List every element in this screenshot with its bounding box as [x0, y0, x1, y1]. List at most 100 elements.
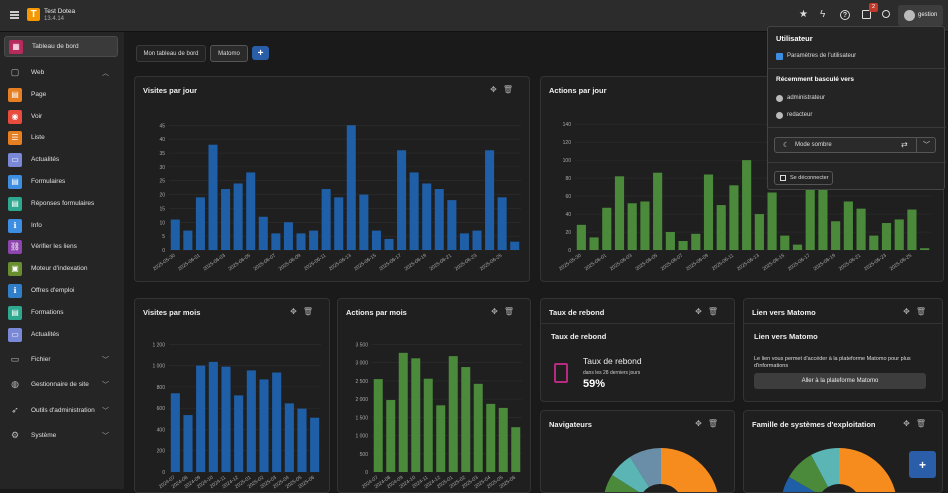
menu-toggle-icon[interactable] — [10, 11, 19, 19]
sidebar-item-form-responses[interactable]: ▤ Réponses formulaires — [4, 193, 118, 214]
bar — [272, 372, 282, 472]
moon-icon: ☾ — [783, 142, 790, 149]
sidebar-item-trainings[interactable]: ▤ Formations — [4, 302, 118, 323]
sidebar-group-site-management[interactable]: ◍ Gestionnaire de site ﹀ — [4, 374, 118, 395]
move-icon[interactable]: ✥ — [695, 307, 708, 316]
sidebar-group-file[interactable]: ▭ Fichier ﹀ — [4, 349, 118, 370]
x-tick-label: 2025-06-01 — [584, 253, 609, 273]
indexing-icon: ▣ — [8, 261, 22, 276]
add-widget-button[interactable]: + — [909, 451, 936, 478]
move-icon[interactable]: ✥ — [290, 307, 303, 316]
add-dashboard-button[interactable]: + — [252, 46, 269, 60]
trash-icon[interactable]: 🗑 — [707, 419, 724, 428]
bar — [447, 200, 457, 250]
logout-button[interactable]: Se déconnecter — [774, 171, 833, 185]
bar — [310, 417, 320, 472]
sidebar-item-jobs[interactable]: ℹ Offres d'emploi — [4, 280, 118, 301]
trash-icon[interactable]: 🗑 — [503, 307, 520, 316]
user-settings-icon — [776, 52, 783, 60]
bar — [296, 233, 306, 250]
y-tick-label: 15 — [159, 206, 165, 212]
bar — [409, 172, 419, 250]
sidebar-item-indexing[interactable]: ▣ Moteur d'indexation — [4, 258, 118, 279]
sidebar-group-web[interactable]: ▢ Web ︿ — [4, 62, 118, 83]
notification-badge: 2 — [869, 3, 878, 12]
pie-slice — [612, 457, 649, 492]
go-to-matomo-button[interactable]: Aller à la plateforme Matomo — [754, 373, 926, 389]
move-icon[interactable]: ✥ — [903, 419, 916, 428]
trash-icon[interactable]: 🗑 — [915, 419, 932, 428]
tab-matomo[interactable]: Matomo — [210, 45, 248, 62]
sidebar-item-page[interactable]: ▤ Page — [4, 84, 118, 105]
move-icon[interactable]: ✥ — [695, 419, 708, 428]
move-icon[interactable]: ✥ — [491, 307, 504, 316]
user-menu-button[interactable]: gestion — [898, 5, 943, 26]
page-icon: ▤ — [8, 87, 22, 102]
gear-icon: ⚙ — [10, 430, 20, 440]
bar — [334, 197, 344, 250]
bar — [473, 383, 483, 472]
widget-title: Visites par jour — [143, 86, 198, 95]
bar — [485, 150, 495, 250]
sidebar-group-system[interactable]: ⚙ Système ﹀ — [4, 425, 118, 446]
sidebar-item-list[interactable]: ☰ Liste — [4, 127, 118, 148]
sidebar-item-label: Offres d'emploi — [31, 287, 75, 294]
trash-icon[interactable]: 🗑 — [502, 85, 519, 94]
trash-icon[interactable]: 🗑 — [707, 307, 724, 316]
y-tick-label: 600 — [157, 406, 166, 412]
pie-slice — [782, 477, 815, 492]
sidebar-item-info[interactable]: ℹ Info — [4, 215, 118, 236]
sidebar-item-view[interactable]: ◉ Voir — [4, 106, 118, 127]
site-name: Test Dotea — [44, 8, 76, 15]
sidebar-item-label: Système — [31, 432, 57, 439]
widget-tools: ✥🗑 — [903, 307, 932, 316]
tab-my-dashboard[interactable]: Mon tableau de bord — [136, 45, 206, 62]
y-tick-label: 140 — [563, 122, 572, 128]
bounce-subtitle: Taux de rebond — [551, 332, 607, 341]
search-icon[interactable] — [882, 10, 890, 18]
user-settings-link[interactable]: Paramètres de l'utilisateur — [776, 51, 856, 61]
sidebar-item-news-2[interactable]: ▭ Actualités — [4, 324, 118, 345]
x-tick-label: 2025-06-21 — [838, 253, 863, 273]
move-icon[interactable]: ✥ — [903, 307, 916, 316]
y-tick-label: 60 — [565, 194, 571, 200]
chevron-down-icon: ﹀ — [102, 407, 109, 415]
y-tick-label: 120 — [563, 140, 572, 146]
switch-user-redacteur[interactable]: redacteur — [776, 110, 812, 120]
bar — [881, 223, 892, 250]
help-icon[interactable]: ? — [840, 10, 850, 20]
bar — [183, 415, 193, 472]
bar — [843, 201, 853, 250]
bar — [258, 216, 268, 250]
bar — [818, 163, 828, 250]
bar — [434, 189, 444, 250]
sidebar-group-admin-tools[interactable]: ➶ Outils d'administration ﹀ — [4, 400, 118, 421]
bookmark-icon[interactable]: ★ — [799, 9, 808, 20]
x-tick-label: 2025-06-11 — [711, 253, 735, 272]
flash-icon[interactable]: ϟ — [820, 9, 826, 20]
sidebar-item-news[interactable]: ▭ Actualités — [4, 149, 118, 170]
typo3-logo-icon[interactable]: T — [27, 8, 40, 21]
module-menu: ▦ Tableau de bord ▢ Web ︿ ▤ Page ◉ Voir ☰ List… — [0, 32, 124, 489]
widget-os-family: Famille de systèmes d'exploitation ✥🗑 — [743, 410, 943, 493]
move-icon[interactable]: ✥ — [490, 85, 503, 94]
sidebar-item-forms[interactable]: ▤ Formulaires — [4, 171, 118, 192]
switch-user-administrateur[interactable]: administrateur — [776, 93, 825, 103]
bar — [321, 189, 331, 250]
sidebar-item-link-check[interactable]: ⛓ Vérifier les liens — [4, 236, 118, 257]
sidebar-item-label: Actualités — [31, 156, 60, 163]
bar — [653, 172, 663, 250]
sidebar-item-label: Tableau de bord — [32, 43, 79, 50]
bar — [397, 150, 407, 250]
system-info-icon[interactable] — [862, 10, 871, 19]
trash-icon[interactable]: 🗑 — [915, 307, 932, 316]
list-icon: ☰ — [8, 130, 22, 145]
dark-mode-selector[interactable]: ☾ Mode sombre ⇄ ﹀ — [774, 137, 936, 153]
sidebar-item-dashboard[interactable]: ▦ Tableau de bord — [4, 36, 118, 57]
trash-icon[interactable]: 🗑 — [302, 307, 319, 316]
pie-slice — [789, 455, 828, 492]
bar — [448, 356, 458, 472]
x-tick-label: 2025-06-23 — [454, 253, 479, 273]
